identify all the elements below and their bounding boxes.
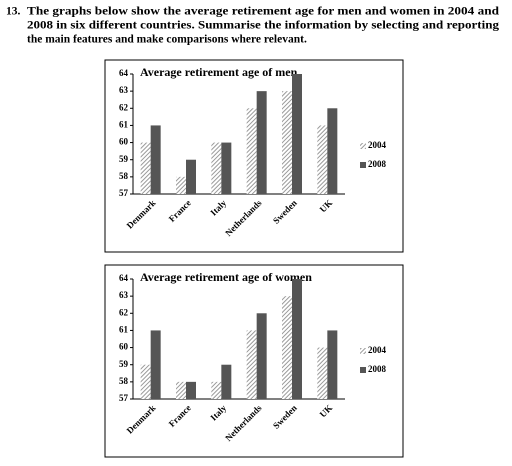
chart-frame bbox=[104, 264, 404, 458]
x-tick-label: France bbox=[167, 198, 193, 224]
bar bbox=[221, 142, 232, 194]
bar bbox=[282, 91, 292, 194]
question-text: the main features and make comparisons w… bbox=[27, 34, 307, 46]
y-tick-label: 57 bbox=[119, 393, 129, 403]
chart-title: Average retirement age of men bbox=[140, 65, 298, 79]
x-tick-label: Denmark bbox=[125, 403, 158, 436]
y-tick-label: 59 bbox=[119, 154, 129, 164]
bar bbox=[327, 330, 338, 399]
y-tick-label: 64 bbox=[119, 273, 129, 283]
chart-title: Average retirement age of women bbox=[140, 270, 312, 284]
bar bbox=[246, 330, 257, 399]
x-tick-label: Sweden bbox=[271, 198, 299, 226]
bar bbox=[176, 381, 186, 399]
chart-frame bbox=[104, 59, 404, 253]
y-tick-label: 61 bbox=[119, 119, 129, 129]
bar bbox=[327, 108, 338, 194]
bar bbox=[282, 296, 292, 399]
legend-label: 2004 bbox=[368, 345, 387, 355]
x-tick-label: UK bbox=[318, 403, 335, 420]
y-tick-label: 58 bbox=[119, 171, 129, 181]
y-tick-label: 57 bbox=[119, 188, 129, 198]
bar bbox=[317, 347, 328, 399]
y-tick-label: 64 bbox=[119, 68, 129, 78]
x-tick-label: Denmark bbox=[125, 198, 158, 231]
bar bbox=[246, 108, 257, 194]
bar bbox=[317, 125, 328, 194]
bar bbox=[292, 279, 302, 399]
bar bbox=[150, 125, 161, 194]
legend-label: 2008 bbox=[368, 159, 387, 169]
legend-swatch bbox=[360, 162, 366, 168]
question-number: 13. bbox=[6, 6, 21, 18]
y-tick-label: 63 bbox=[119, 85, 129, 95]
x-tick-label: Italy bbox=[208, 402, 228, 422]
y-tick-label: 63 bbox=[119, 290, 129, 300]
x-tick-label: Italy bbox=[208, 197, 228, 217]
legend-swatch bbox=[360, 143, 366, 149]
x-tick-label: Sweden bbox=[271, 403, 299, 431]
bar bbox=[211, 381, 222, 399]
y-tick-label: 62 bbox=[119, 102, 129, 112]
bar bbox=[186, 381, 196, 399]
y-tick-label: 58 bbox=[119, 376, 129, 386]
bar bbox=[211, 142, 222, 194]
y-tick-label: 62 bbox=[119, 307, 129, 317]
y-tick-label: 59 bbox=[119, 359, 129, 369]
legend-label: 2004 bbox=[368, 140, 387, 150]
x-tick-label: Netherlands bbox=[223, 197, 264, 238]
legend-swatch bbox=[360, 348, 366, 354]
bar bbox=[256, 313, 267, 399]
bar bbox=[186, 159, 196, 194]
legend-swatch bbox=[360, 367, 366, 373]
bar bbox=[140, 364, 151, 399]
bar bbox=[150, 330, 161, 399]
y-tick-label: 60 bbox=[119, 342, 129, 352]
x-tick-label: Netherlands bbox=[223, 402, 264, 443]
bar bbox=[140, 142, 151, 194]
question-text: 2008 in six different countries. Summari… bbox=[27, 20, 499, 32]
bar bbox=[256, 91, 267, 194]
question-text: The graphs below show the average retire… bbox=[27, 6, 500, 18]
bar bbox=[176, 176, 186, 194]
y-tick-label: 60 bbox=[119, 137, 129, 147]
bar bbox=[221, 364, 232, 399]
x-tick-label: UK bbox=[318, 198, 335, 215]
x-tick-label: France bbox=[167, 403, 193, 429]
bar bbox=[292, 74, 302, 194]
legend-label: 2008 bbox=[368, 364, 387, 374]
y-tick-label: 61 bbox=[119, 324, 129, 334]
